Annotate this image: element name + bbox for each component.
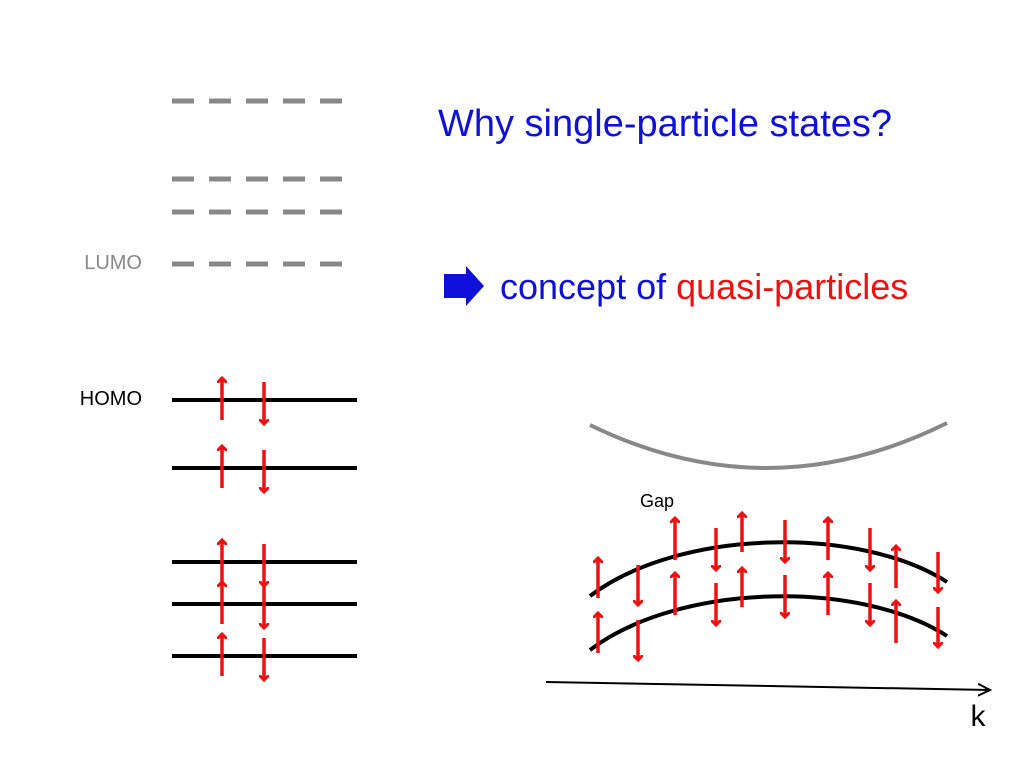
- spin-arrows: [598, 513, 938, 660]
- arrow-icon: [444, 266, 484, 306]
- k-label: k: [971, 700, 987, 733]
- energy-levels: [172, 98, 357, 680]
- lumo-label: LUMO: [84, 252, 142, 274]
- valence-band-2: [588, 594, 949, 652]
- gap-label: Gap: [640, 491, 674, 511]
- valence-band-1: [588, 540, 949, 598]
- k-axis: [545, 681, 990, 690]
- conduction-band: [589, 421, 948, 470]
- conclusion-text: concept of: [500, 266, 667, 307]
- slide-title: Why single-particle states?: [438, 103, 892, 145]
- conclusion: concept of quasi-particles: [500, 266, 908, 307]
- homo-label: HOMO: [80, 388, 142, 410]
- conclusion-highlight: quasi-particles: [676, 266, 908, 307]
